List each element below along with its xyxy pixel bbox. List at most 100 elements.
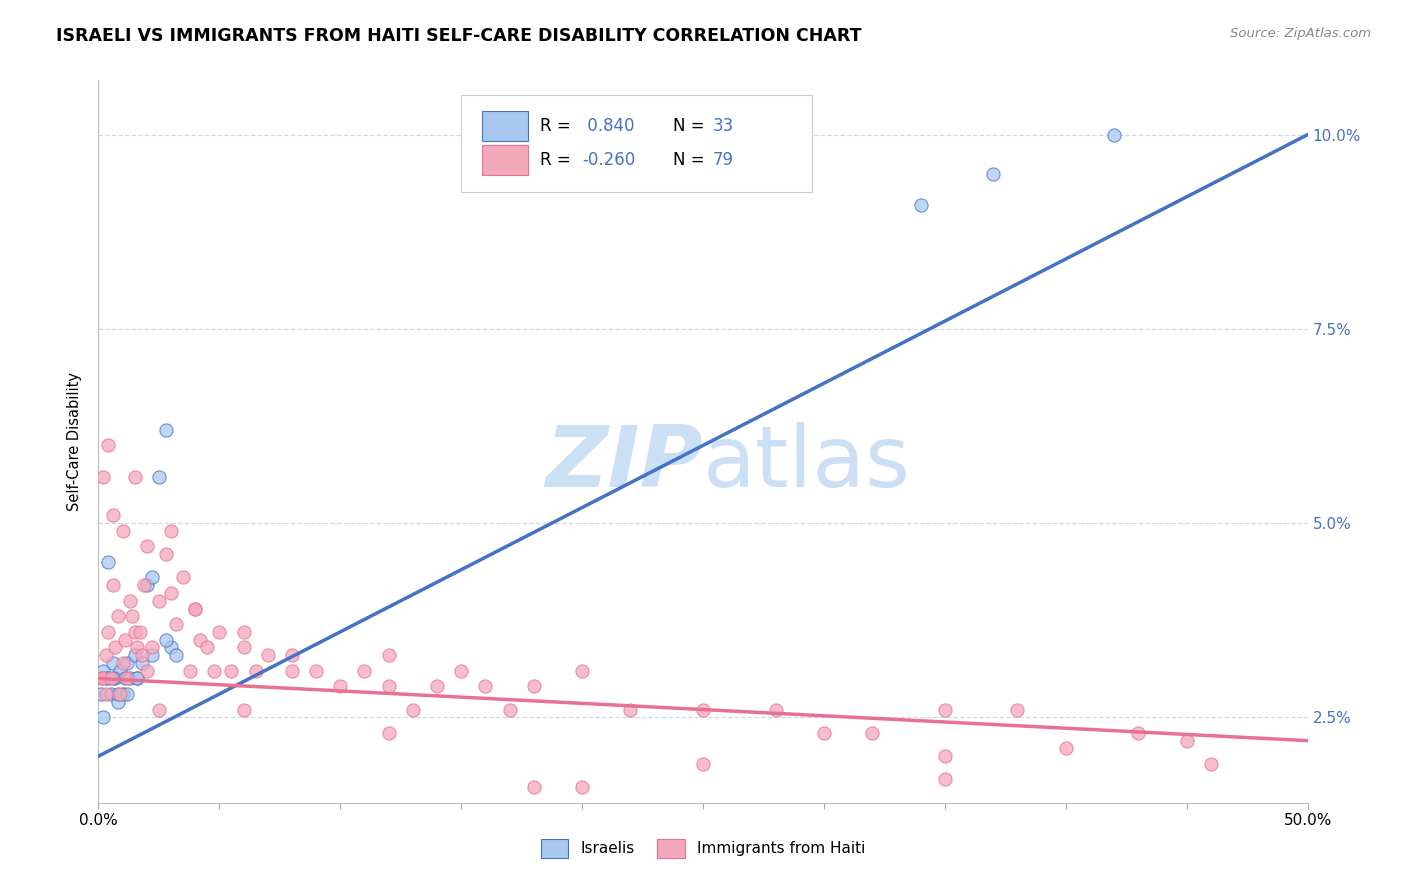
- Point: [377, 679, 399, 693]
- Point: [148, 702, 170, 716]
- Point: [204, 664, 226, 678]
- Point: [94, 648, 117, 663]
- Point: [131, 656, 153, 670]
- Point: [97, 555, 120, 569]
- Point: [179, 664, 201, 678]
- Point: [90, 672, 112, 686]
- Point: [934, 749, 956, 764]
- Legend: Israelis, Immigrants from Haiti: Israelis, Immigrants from Haiti: [534, 833, 872, 863]
- Point: [377, 648, 399, 663]
- Point: [117, 656, 139, 670]
- Text: 0.840: 0.840: [582, 117, 634, 135]
- Point: [208, 624, 231, 639]
- Point: [94, 687, 117, 701]
- Point: [141, 648, 163, 663]
- Point: [692, 756, 714, 771]
- Point: [124, 648, 146, 663]
- Point: [184, 601, 207, 615]
- Point: [523, 679, 546, 693]
- Point: [91, 469, 114, 483]
- Point: [127, 672, 149, 686]
- Point: [245, 664, 267, 678]
- Point: [117, 687, 139, 701]
- Text: N =: N =: [672, 151, 710, 169]
- Point: [172, 570, 194, 584]
- Point: [1102, 128, 1125, 142]
- Point: [114, 672, 136, 686]
- Point: [141, 640, 163, 655]
- Point: [1007, 702, 1029, 716]
- Point: [232, 702, 254, 716]
- Point: [765, 702, 787, 716]
- Point: [221, 664, 243, 678]
- Point: [232, 624, 254, 639]
- FancyBboxPatch shape: [482, 111, 527, 141]
- Point: [281, 648, 304, 663]
- Point: [329, 679, 352, 693]
- Text: Source: ZipAtlas.com: Source: ZipAtlas.com: [1230, 27, 1371, 40]
- Point: [121, 609, 143, 624]
- Point: [111, 687, 134, 701]
- Point: [188, 632, 211, 647]
- Point: [160, 586, 183, 600]
- Point: [148, 594, 170, 608]
- Point: [1054, 741, 1077, 756]
- Point: [353, 664, 375, 678]
- Text: ZIP: ZIP: [546, 422, 703, 505]
- Point: [148, 469, 170, 483]
- Point: [91, 664, 114, 678]
- Point: [117, 672, 139, 686]
- Point: [402, 702, 425, 716]
- Point: [91, 672, 114, 686]
- Point: [426, 679, 449, 693]
- Text: 79: 79: [713, 151, 734, 169]
- Point: [114, 632, 136, 647]
- Point: [104, 640, 127, 655]
- Point: [160, 524, 183, 538]
- Point: [165, 617, 187, 632]
- Point: [692, 702, 714, 716]
- Point: [107, 687, 129, 701]
- Text: ISRAELI VS IMMIGRANTS FROM HAITI SELF-CARE DISABILITY CORRELATION CHART: ISRAELI VS IMMIGRANTS FROM HAITI SELF-CA…: [56, 27, 862, 45]
- Text: atlas: atlas: [703, 422, 911, 505]
- Point: [124, 469, 146, 483]
- Point: [104, 672, 127, 686]
- Point: [127, 640, 149, 655]
- FancyBboxPatch shape: [461, 95, 811, 193]
- Point: [571, 780, 593, 795]
- Point: [195, 640, 218, 655]
- Point: [97, 672, 120, 686]
- Point: [155, 632, 177, 647]
- Text: R =: R =: [540, 151, 576, 169]
- Point: [184, 601, 207, 615]
- Point: [141, 570, 163, 584]
- Point: [232, 640, 254, 655]
- Point: [135, 664, 157, 678]
- Point: [813, 726, 835, 740]
- Text: 33: 33: [713, 117, 734, 135]
- Point: [498, 702, 520, 716]
- Point: [108, 664, 131, 678]
- Point: [131, 648, 153, 663]
- Point: [165, 648, 187, 663]
- Point: [97, 438, 120, 452]
- Point: [377, 726, 399, 740]
- Point: [101, 656, 124, 670]
- Point: [118, 594, 141, 608]
- Point: [100, 672, 122, 686]
- Point: [94, 672, 117, 686]
- Point: [118, 672, 141, 686]
- Point: [981, 167, 1004, 181]
- Point: [128, 624, 150, 639]
- Point: [160, 640, 183, 655]
- Point: [101, 578, 124, 592]
- Point: [101, 508, 124, 523]
- FancyBboxPatch shape: [482, 145, 527, 175]
- Point: [910, 197, 932, 211]
- Point: [1128, 726, 1150, 740]
- Point: [127, 672, 149, 686]
- Point: [111, 524, 134, 538]
- Point: [860, 726, 883, 740]
- Point: [523, 780, 546, 795]
- Point: [97, 624, 120, 639]
